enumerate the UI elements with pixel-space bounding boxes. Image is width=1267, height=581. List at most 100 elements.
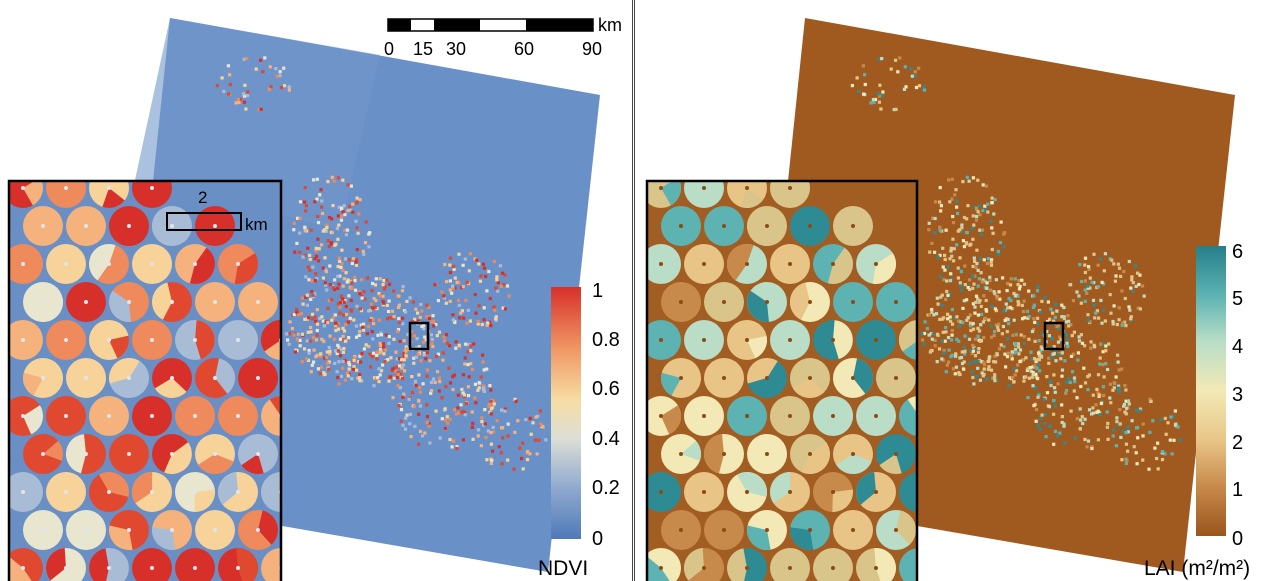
field-pixel — [980, 280, 984, 284]
field-pixel — [424, 357, 428, 361]
field-pixel — [1124, 388, 1128, 392]
field-pixel — [526, 450, 530, 454]
pivot-sector — [9, 556, 32, 581]
field-pixel — [345, 228, 350, 232]
pivot-center — [236, 566, 240, 570]
field-pixel — [1111, 434, 1115, 438]
field-pixel — [1142, 294, 1146, 298]
field-pixel — [949, 272, 953, 276]
field-pixel — [1086, 388, 1090, 392]
field-pixel — [450, 291, 454, 295]
field-pixel — [955, 205, 959, 209]
field-pixel — [422, 327, 426, 331]
field-pixel — [373, 305, 377, 309]
field-pixel — [979, 312, 984, 316]
field-pixel — [442, 335, 446, 339]
field-pixel — [1132, 445, 1136, 449]
field-pixel — [946, 317, 950, 321]
field-pixel — [339, 300, 343, 305]
field-pixel — [960, 361, 965, 366]
field-pixel — [287, 342, 291, 346]
field-pixel — [1013, 373, 1017, 377]
field-pixel — [355, 201, 359, 205]
field-pixel — [315, 333, 319, 337]
field-pixel — [456, 298, 461, 302]
field-pixel — [986, 210, 990, 214]
lai-tick-4: 4 — [1232, 336, 1243, 358]
field-pixel — [1097, 393, 1102, 397]
field-pixel — [425, 351, 429, 355]
field-pixel — [972, 360, 976, 364]
pivot-center — [851, 224, 855, 228]
field-pixel — [1102, 343, 1106, 347]
field-pixel — [333, 313, 337, 317]
field-pixel — [395, 357, 399, 361]
field-pixel — [1083, 288, 1087, 292]
field-pixel — [377, 318, 381, 322]
field-pixel — [495, 278, 499, 282]
field-pixel — [1136, 306, 1140, 310]
field-pixel — [1078, 427, 1082, 431]
field-pixel — [955, 315, 959, 319]
field-pixel — [1064, 389, 1069, 393]
field-pixel — [1082, 366, 1086, 370]
field-pixel — [507, 294, 511, 298]
pivot-center — [64, 566, 68, 570]
field-pixel — [320, 337, 324, 341]
field-pixel — [903, 65, 907, 69]
field-pixel — [473, 382, 477, 386]
field-pixel — [328, 283, 332, 287]
pivot-center — [702, 338, 706, 342]
field-pixel — [330, 175, 334, 179]
field-pixel — [971, 375, 975, 380]
field-pixel — [1130, 278, 1134, 282]
field-pixel — [307, 348, 311, 353]
field-pixel — [949, 246, 953, 250]
field-pixel — [1173, 409, 1177, 413]
pivot-center — [256, 452, 260, 456]
field-pixel — [476, 319, 480, 324]
field-pixel — [970, 370, 974, 374]
field-pixel — [939, 204, 943, 208]
field-pixel — [1091, 298, 1096, 302]
field-pixel — [963, 283, 967, 287]
field-pixel — [360, 296, 364, 300]
pivot-center — [41, 376, 45, 380]
ndvi-map-canvas: km 0 15 30 60 90 2 km 1 0.8 0.6 0.4 0.2 … — [7, 15, 622, 581]
field-pixel — [1006, 306, 1010, 310]
field-pixel — [485, 367, 489, 371]
field-pixel — [337, 360, 341, 364]
field-pixel — [396, 384, 400, 388]
field-pixel — [333, 324, 338, 328]
field-pixel — [506, 458, 510, 462]
field-pixel — [1115, 420, 1119, 424]
pivot-center — [745, 338, 749, 342]
pivot-sector — [747, 335, 767, 359]
field-pixel — [1090, 446, 1094, 451]
field-pixel — [974, 300, 978, 305]
field-pixel — [969, 328, 973, 333]
field-pixel — [453, 276, 457, 280]
pivot-sector — [896, 510, 916, 545]
field-pixel — [344, 323, 348, 327]
field-pixel — [1113, 279, 1117, 283]
field-pixel — [347, 258, 351, 262]
pivot-center — [213, 376, 217, 380]
field-pixel — [381, 363, 385, 367]
field-pixel — [308, 253, 312, 257]
pivot-sector — [151, 282, 172, 320]
field-pixel — [953, 193, 957, 197]
field-pixel — [375, 350, 379, 354]
field-pixel — [1004, 365, 1008, 369]
field-pixel — [432, 319, 436, 323]
field-pixel — [1032, 317, 1036, 321]
field-pixel — [356, 376, 360, 380]
pivot-center — [831, 338, 835, 342]
field-pixel — [245, 57, 249, 61]
field-pixel — [1115, 416, 1119, 420]
field-pixel — [303, 225, 307, 229]
pivot-center — [659, 490, 663, 494]
pivot-center — [765, 300, 769, 304]
pivot-sector — [789, 282, 810, 320]
field-pixel — [1014, 369, 1019, 373]
